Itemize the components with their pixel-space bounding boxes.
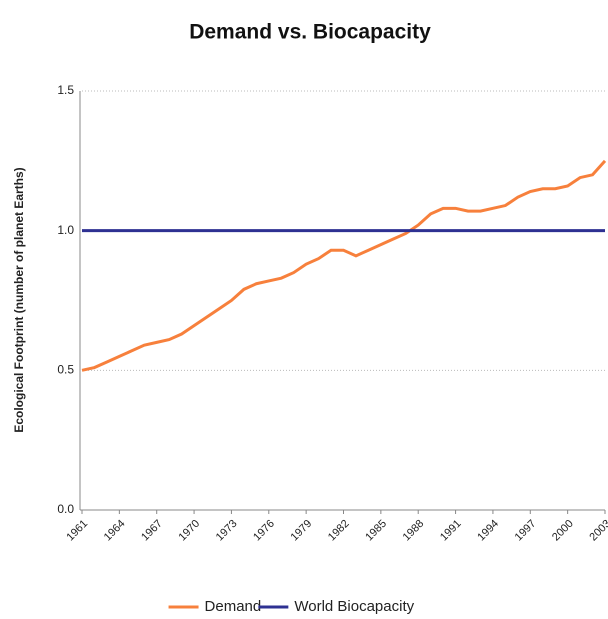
x-tick-label: 1997 [513,518,539,544]
legend-label: World Biocapacity [294,598,414,615]
x-tick-label: 1979 [289,518,315,544]
x-tick-label: 1967 [139,518,165,544]
chart-title: Demand vs. Biocapacity [189,21,431,44]
y-tick-label: 0.0 [57,502,74,516]
x-tick-label: 1973 [214,518,240,544]
x-tick-label: 1982 [326,518,352,544]
legend-label: Demand [205,598,262,615]
y-tick-label: 1.0 [57,223,74,237]
x-tick-label: 1985 [363,518,389,544]
x-tick-label: 1988 [401,518,427,544]
x-tick-label: 1970 [176,518,202,544]
y-axis-label: Ecological Footprint (number of planet E… [12,167,26,432]
x-tick-label: 1976 [251,518,277,544]
y-tick-label: 1.5 [57,83,74,97]
y-tick-label: 0.5 [57,363,74,377]
x-tick-label: 2003 [587,518,608,544]
x-tick-label: 1964 [102,518,128,544]
x-tick-label: 1994 [475,518,501,544]
x-tick-label: 1961 [64,518,90,544]
x-tick-label: 2000 [550,518,576,544]
x-tick-label: 1991 [438,518,464,544]
line-series [81,159,607,372]
